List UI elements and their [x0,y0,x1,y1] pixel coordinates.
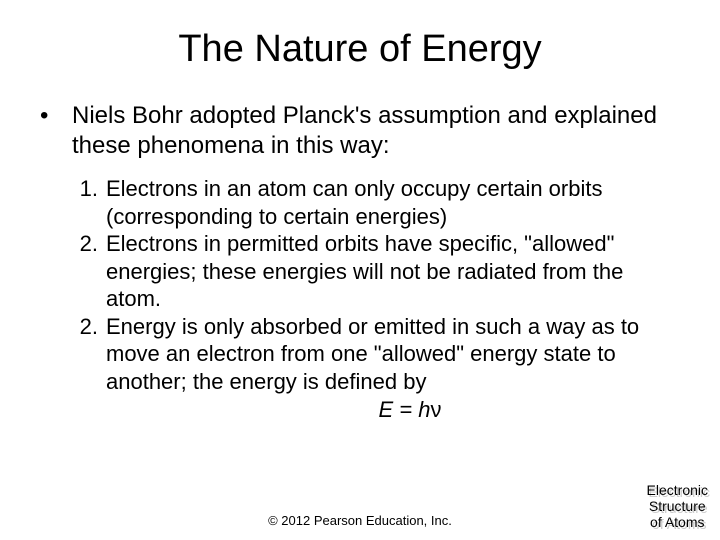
equation-lhs: E = h [379,397,431,422]
list-text: Energy is only absorbed or emitted in su… [106,313,650,396]
list-number: 2. [70,230,106,258]
corner-line: of Atoms [647,514,708,530]
list-item: 1. Electrons in an atom can only occupy … [70,175,650,230]
slide-title: The Nature of Energy [40,28,680,71]
list-text: Electrons in an atom can only occupy cer… [106,175,650,230]
list-number: 1. [70,175,106,203]
corner-line: Electronic [647,482,708,498]
equation-nu: ν [430,397,441,422]
corner-label: Electronic Structure of Atoms [647,482,708,530]
equation: E = hν [70,397,650,423]
corner-line: Structure [647,498,708,514]
list-text: Electrons in permitted orbits have speci… [106,230,650,313]
slide: The Nature of Energy • Niels Bohr adopte… [0,0,720,540]
copyright: © 2012 Pearson Education, Inc. [0,513,720,528]
list-number: 2. [70,313,106,341]
list-item: 2. Electrons in permitted orbits have sp… [70,230,650,313]
list-item: 2. Energy is only absorbed or emitted in… [70,313,650,396]
numbered-list: 1. Electrons in an atom can only occupy … [40,175,680,423]
bullet-item: • Niels Bohr adopted Planck's assumption… [40,101,680,161]
bullet-marker: • [40,101,72,131]
bullet-text: Niels Bohr adopted Planck's assumption a… [72,101,680,161]
